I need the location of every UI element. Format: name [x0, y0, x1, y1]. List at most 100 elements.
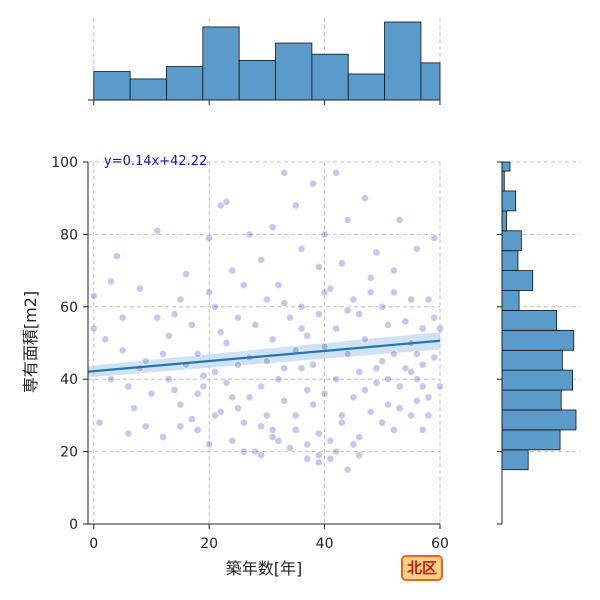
confidence-band	[88, 332, 440, 378]
top-hist-bar	[275, 42, 313, 101]
scatter-point	[314, 429, 323, 438]
scatter-point	[124, 429, 133, 438]
right-hist-bar	[501, 161, 511, 172]
scatter-point	[384, 400, 392, 409]
y-tick-label: 60	[60, 300, 78, 316]
district-badge: 北区	[401, 555, 443, 581]
scatter-point	[338, 411, 346, 420]
scatter-point	[355, 368, 364, 376]
scatter-point	[257, 255, 266, 264]
scatter-point	[418, 360, 427, 369]
scatter-point	[216, 407, 225, 416]
scatter-point	[384, 320, 392, 329]
scatter-point	[309, 360, 317, 369]
scatter-point	[436, 324, 444, 333]
scatter-point	[176, 422, 185, 431]
scatter-point	[332, 375, 341, 384]
scatter-point	[430, 234, 439, 242]
scatter-point	[234, 313, 242, 322]
scatter-point	[286, 444, 294, 452]
scatter-point	[291, 201, 300, 210]
scatter-point	[395, 404, 404, 413]
scatter-point	[228, 436, 237, 445]
right-hist-bar	[501, 329, 575, 351]
scatter-point	[101, 335, 110, 344]
scatter-point	[389, 349, 398, 358]
scatter-point	[424, 411, 433, 420]
scatter-point	[436, 382, 444, 391]
scatter-point	[274, 436, 283, 445]
scatter-point	[205, 234, 214, 242]
top-hist-bar	[311, 53, 349, 101]
x-tick-label: 60	[431, 536, 449, 552]
scatter-point	[239, 281, 248, 289]
top-hist-bar	[347, 73, 386, 101]
top-hist-bar	[202, 26, 240, 101]
y-tick-label: 80	[60, 227, 78, 243]
scatter-point	[170, 386, 179, 394]
scatter-point	[118, 346, 127, 355]
scatter-point	[343, 465, 352, 474]
scatter-point	[320, 389, 329, 398]
scatter-point	[361, 386, 369, 394]
x-tick-label: 20	[200, 536, 218, 552]
scatter-point	[262, 357, 271, 365]
scatter-point	[291, 425, 300, 434]
scatter-point	[326, 284, 335, 293]
scatter-point	[430, 353, 439, 362]
scatter-point	[361, 194, 369, 203]
right-hist-bar	[501, 290, 520, 311]
top-hist-bar	[420, 62, 441, 101]
scatter-point	[349, 393, 358, 402]
x-axis-label: 築年数[年]	[226, 559, 303, 578]
scatter-point	[164, 375, 173, 384]
scatter-point	[303, 386, 312, 394]
scatter-point	[251, 447, 260, 456]
scatter-point	[297, 324, 306, 333]
scatter-point	[303, 454, 312, 463]
top-histogram	[88, 18, 441, 105]
x-tick-label: 0	[89, 536, 98, 552]
scatter-point	[262, 295, 271, 304]
scatter-point	[262, 411, 271, 420]
scatter-point	[418, 324, 427, 333]
scatter-point	[211, 302, 219, 311]
scatter-point	[372, 364, 381, 373]
scatter-point	[355, 451, 364, 460]
scatter-point	[320, 342, 329, 351]
scatter-point	[303, 440, 312, 449]
regression-equation-label: y=0.14x+42.22	[104, 154, 207, 169]
scatter-point	[280, 364, 289, 373]
scatter-point	[280, 168, 289, 177]
right-hist-bar	[501, 190, 517, 212]
scatter-point	[314, 451, 323, 460]
scatter-point	[378, 418, 387, 427]
scatter-point	[187, 415, 196, 423]
scatter-point	[164, 331, 173, 340]
scatter-point	[326, 454, 335, 463]
scatter-point	[286, 313, 294, 322]
y-axis-label: 専有面積[m2]	[21, 291, 40, 393]
scatter-point	[222, 339, 231, 347]
scatter-point	[378, 357, 387, 365]
scatter-point	[413, 349, 421, 358]
scatter-point	[245, 230, 254, 239]
scatter-point	[193, 425, 202, 434]
y-tick-label: 100	[51, 155, 78, 171]
main-scatter-plot: 0 20 40 60 0 20 40 60 80 100	[51, 155, 449, 552]
scatter-point	[211, 411, 219, 420]
scatter-point	[418, 425, 427, 434]
scatter-point	[136, 284, 144, 293]
scatter-point	[320, 288, 329, 297]
right-hist-bar	[501, 369, 573, 391]
scatter-point	[366, 288, 375, 297]
scatter-point	[320, 230, 329, 239]
scatter-point	[372, 248, 381, 257]
scatter-point	[372, 378, 381, 387]
scatter-point	[326, 436, 335, 445]
scatter-point	[384, 375, 392, 384]
scatter-point	[222, 378, 231, 387]
scatter-point	[112, 252, 121, 261]
scatter-point	[314, 310, 323, 318]
scatter-point	[349, 295, 358, 304]
